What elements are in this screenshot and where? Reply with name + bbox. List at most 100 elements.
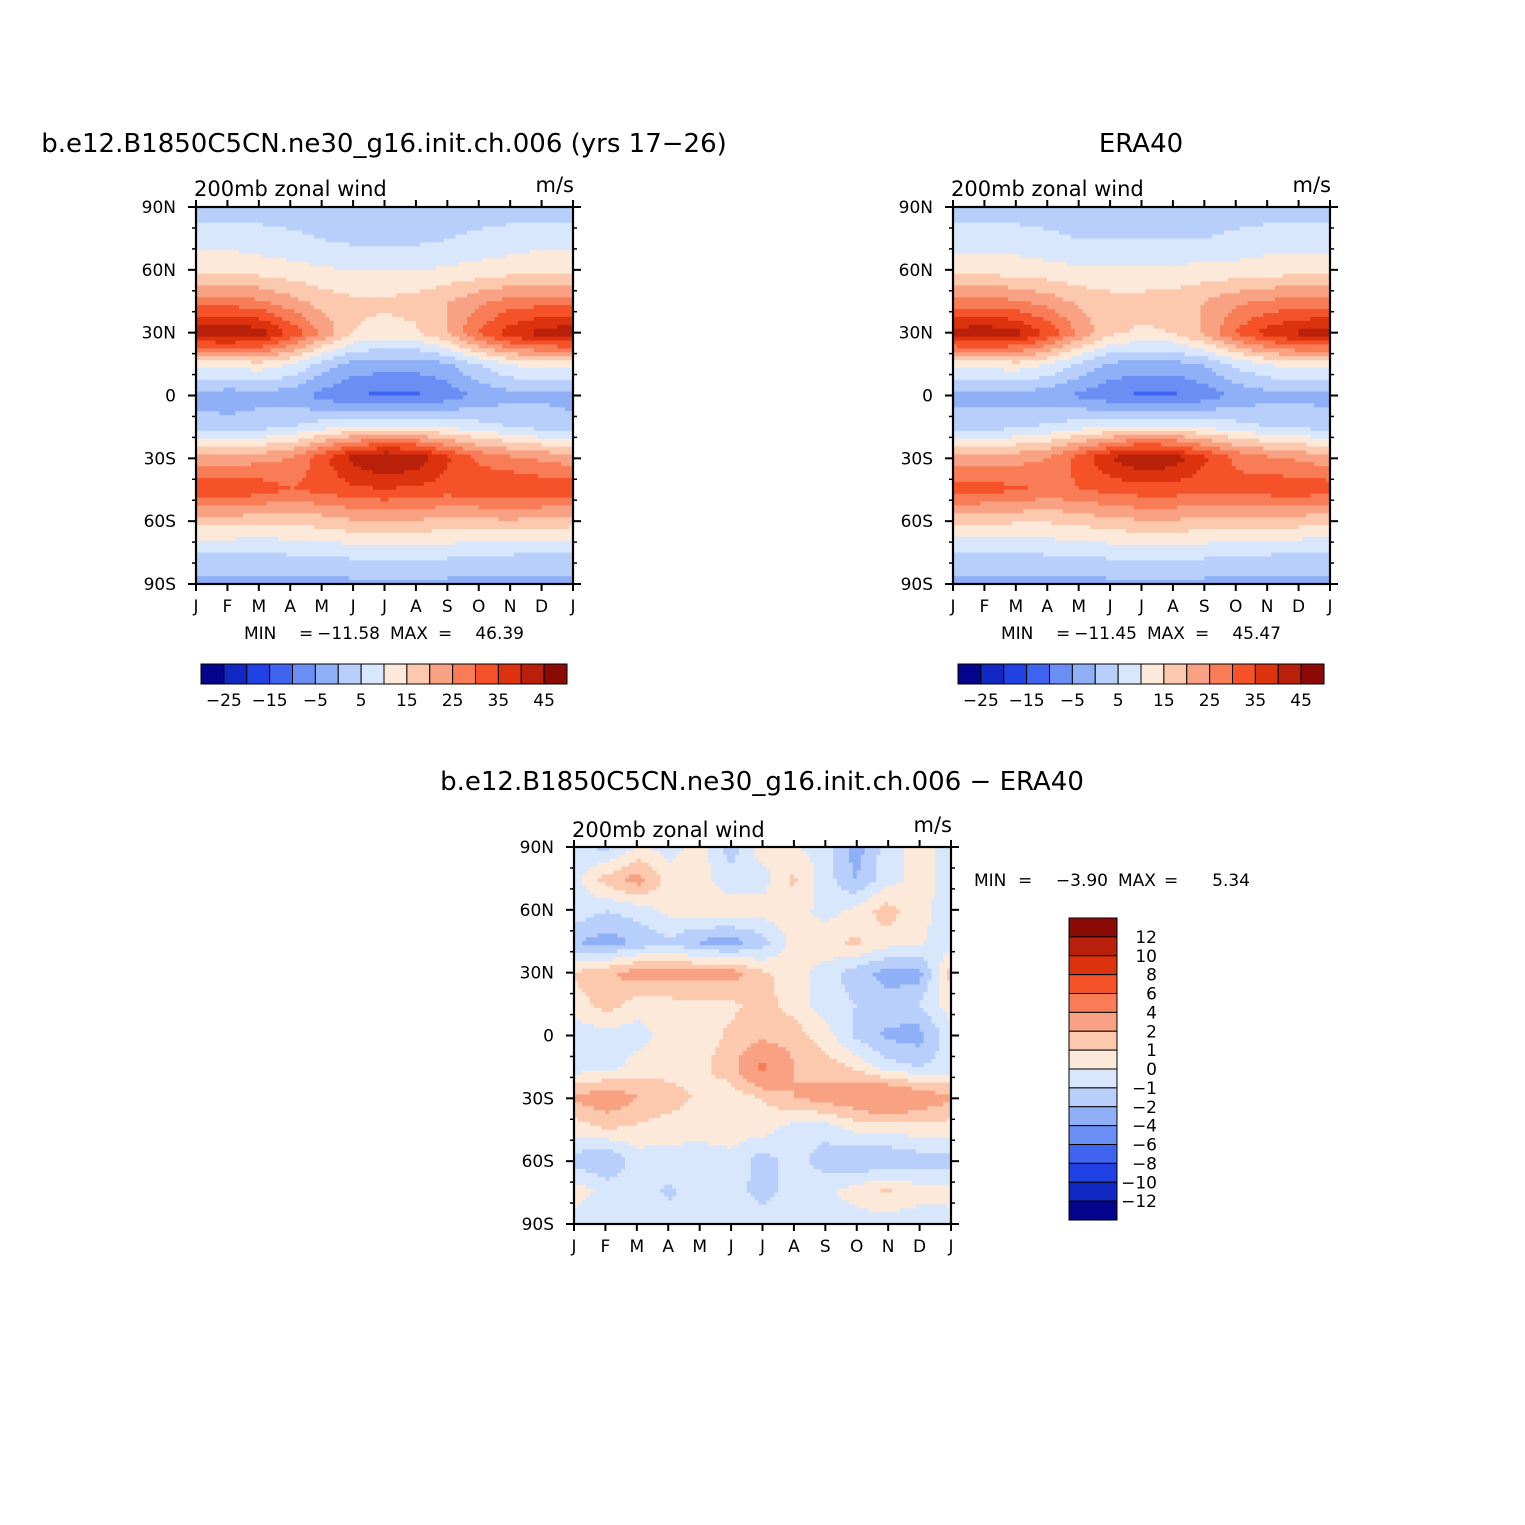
contour-cell <box>833 870 854 876</box>
contour-cell <box>1074 481 1331 487</box>
x-tick-label: F <box>601 1237 611 1257</box>
contour-cell <box>514 552 574 558</box>
contour-cell <box>766 1066 795 1072</box>
contour-cell <box>809 1161 952 1166</box>
contour-cell <box>349 481 425 487</box>
contour-cell <box>235 411 574 416</box>
colorbar-box <box>1117 663 1142 685</box>
contour-cell <box>683 1102 768 1107</box>
contour-cell <box>1243 383 1331 389</box>
contour-cell <box>1074 454 1095 459</box>
contour-cell <box>574 1212 952 1217</box>
contour-cell <box>333 399 445 404</box>
contour-cell <box>953 344 958 349</box>
contour-cell <box>478 505 543 510</box>
colorbar-box <box>1068 1068 1118 1089</box>
contour-cell <box>625 1165 752 1170</box>
contour-cell <box>574 854 618 860</box>
contour-cell <box>372 485 397 491</box>
contour-cell <box>837 878 877 883</box>
contour-cell <box>876 874 905 880</box>
contour-cell <box>196 301 272 306</box>
contour-cell <box>953 332 1021 338</box>
contour-cell <box>196 309 268 314</box>
contour-cell <box>317 419 480 424</box>
contour-cell <box>852 870 858 876</box>
contour-cell <box>935 858 952 864</box>
colorbar-label: −2 <box>1132 1098 1157 1118</box>
contour-cell <box>585 917 634 923</box>
contour-cell <box>1176 505 1331 510</box>
contour-cell <box>833 874 854 880</box>
contour-cell <box>196 242 350 247</box>
contour-cell <box>574 1094 638 1099</box>
contour-cell <box>333 340 354 346</box>
contour-cell <box>750 1043 779 1048</box>
contour-cell <box>848 850 866 856</box>
contour-cell <box>953 387 1037 393</box>
contour-cell <box>1306 513 1331 518</box>
contour-cell <box>1176 493 1272 499</box>
contour-cell <box>459 261 574 267</box>
y-tick-label: 60S <box>522 1152 554 1172</box>
contour-cell <box>250 324 280 330</box>
contour-cell <box>829 1141 952 1147</box>
contour-cell <box>396 485 574 491</box>
contour-cell <box>742 1004 779 1009</box>
colorbar-box <box>1232 663 1256 685</box>
contour-cell <box>778 1188 838 1194</box>
contour-cell <box>486 301 574 306</box>
contour-cell <box>443 493 452 499</box>
contour-cell <box>451 383 492 389</box>
contour-cell <box>360 466 421 471</box>
contour-cell <box>1094 462 1123 467</box>
contour-cell <box>676 854 709 860</box>
contour-cell <box>613 1008 740 1013</box>
contour-cell <box>419 289 480 294</box>
contour-cell <box>368 391 421 397</box>
contour-cell <box>474 336 496 342</box>
contour-cell <box>309 364 338 369</box>
contour-cell <box>793 1094 952 1099</box>
contour-cell <box>939 960 952 966</box>
contour-cell <box>1133 466 1166 471</box>
contour-cell <box>325 238 444 243</box>
contour-cell <box>1086 285 1182 291</box>
contour-cell <box>235 536 280 542</box>
contour-cell <box>1074 328 1095 334</box>
contour-cell <box>1239 332 1264 338</box>
contour-cell <box>860 953 944 958</box>
contour-cell <box>915 1043 921 1048</box>
colorbar-box <box>1300 663 1325 685</box>
contour-cell <box>664 1078 728 1084</box>
contour-cell <box>856 1004 921 1009</box>
contour-cell <box>953 250 1331 255</box>
contour-cell <box>609 1110 673 1115</box>
contour-cell <box>888 1082 952 1088</box>
contour-cell <box>813 878 838 883</box>
contour-cell <box>1298 525 1331 530</box>
contour-cell <box>939 1031 952 1037</box>
colorbar-box <box>337 663 362 685</box>
contour-cell <box>574 1114 661 1119</box>
colorbar-box <box>543 663 568 685</box>
contour-cell <box>294 485 374 491</box>
contour-cell <box>711 1059 740 1064</box>
contour-cell <box>1133 505 1178 510</box>
contour-cell <box>738 847 756 852</box>
contour-cell <box>1051 348 1072 353</box>
x-tick-label: N <box>1261 597 1274 617</box>
contour-cell <box>809 976 842 982</box>
contour-cell <box>789 874 795 880</box>
contour-cell <box>290 485 295 491</box>
contour-cell <box>1078 485 1331 491</box>
contour-cell <box>274 289 335 294</box>
contour-cell <box>196 383 299 389</box>
colorbar-label: −25 <box>963 691 999 711</box>
contour-cell <box>935 886 952 891</box>
contour-cell <box>349 375 437 381</box>
contour-cell <box>392 313 448 318</box>
contour-cell <box>919 1027 940 1033</box>
contour-cell <box>652 1031 724 1037</box>
contour-cell <box>1192 446 1221 452</box>
